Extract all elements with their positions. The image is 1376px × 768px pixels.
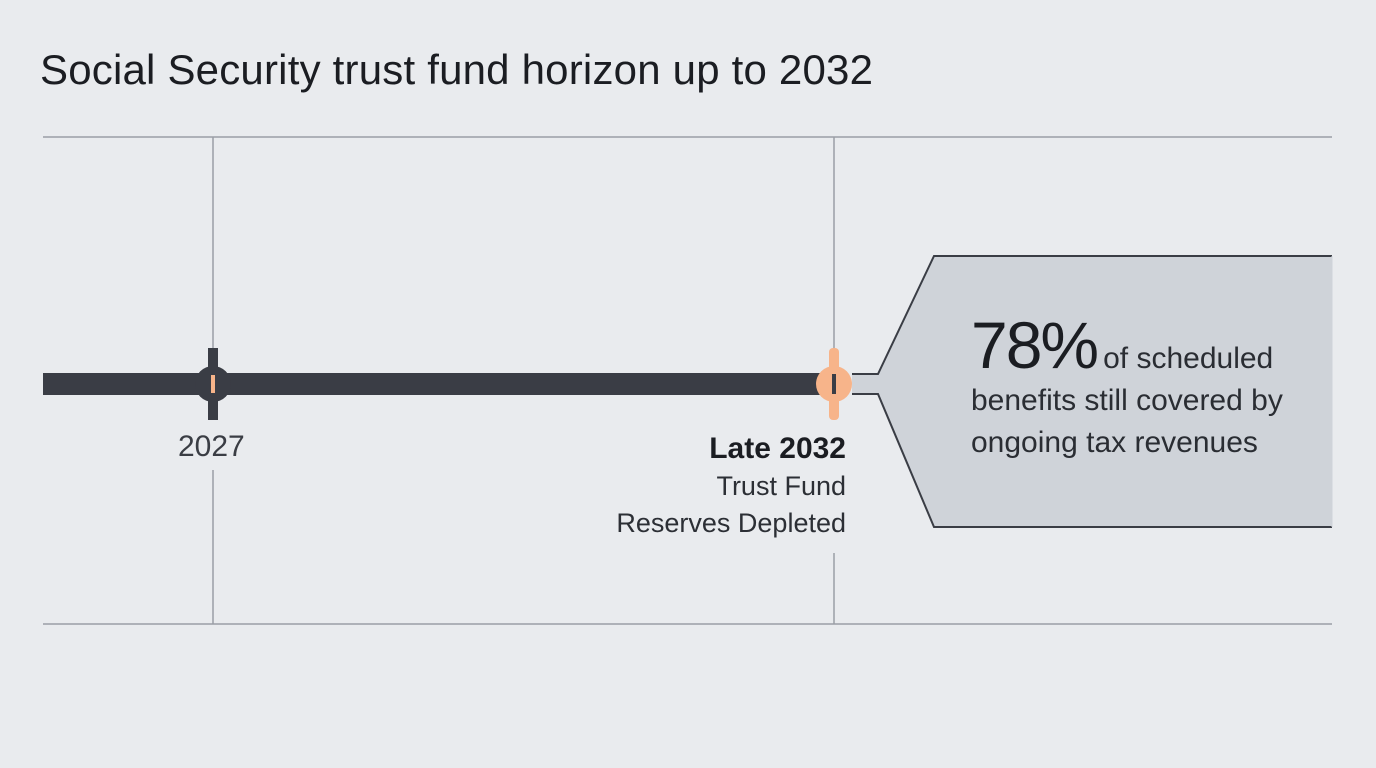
milestone-2032-desc-line-1: Trust Fund — [716, 471, 846, 501]
marker-2027 — [195, 348, 231, 420]
callout-text: 78% of scheduled benefits still covered b… — [971, 312, 1321, 464]
milestone-2032-label: Late 2032 — [709, 432, 846, 465]
callout-percentage: 78% — [971, 308, 1099, 382]
callout-outline — [852, 255, 1332, 375]
milestone-2032-desc-line-2: Reserves Depleted — [616, 508, 846, 538]
timeline-bar — [43, 373, 834, 395]
page-title: Social Security trust fund horizon up to… — [40, 46, 874, 93]
marker-2032 — [816, 348, 852, 420]
milestone-2032-label-group: Late 2032 Trust Fund Reserves Depleted — [616, 430, 846, 542]
callout-description: of scheduled benefits still covered by o… — [971, 342, 1283, 459]
callout-outline-lower — [852, 393, 1332, 528]
milestone-2027-label: 2027 — [178, 430, 245, 463]
callout-box — [852, 256, 1332, 527]
